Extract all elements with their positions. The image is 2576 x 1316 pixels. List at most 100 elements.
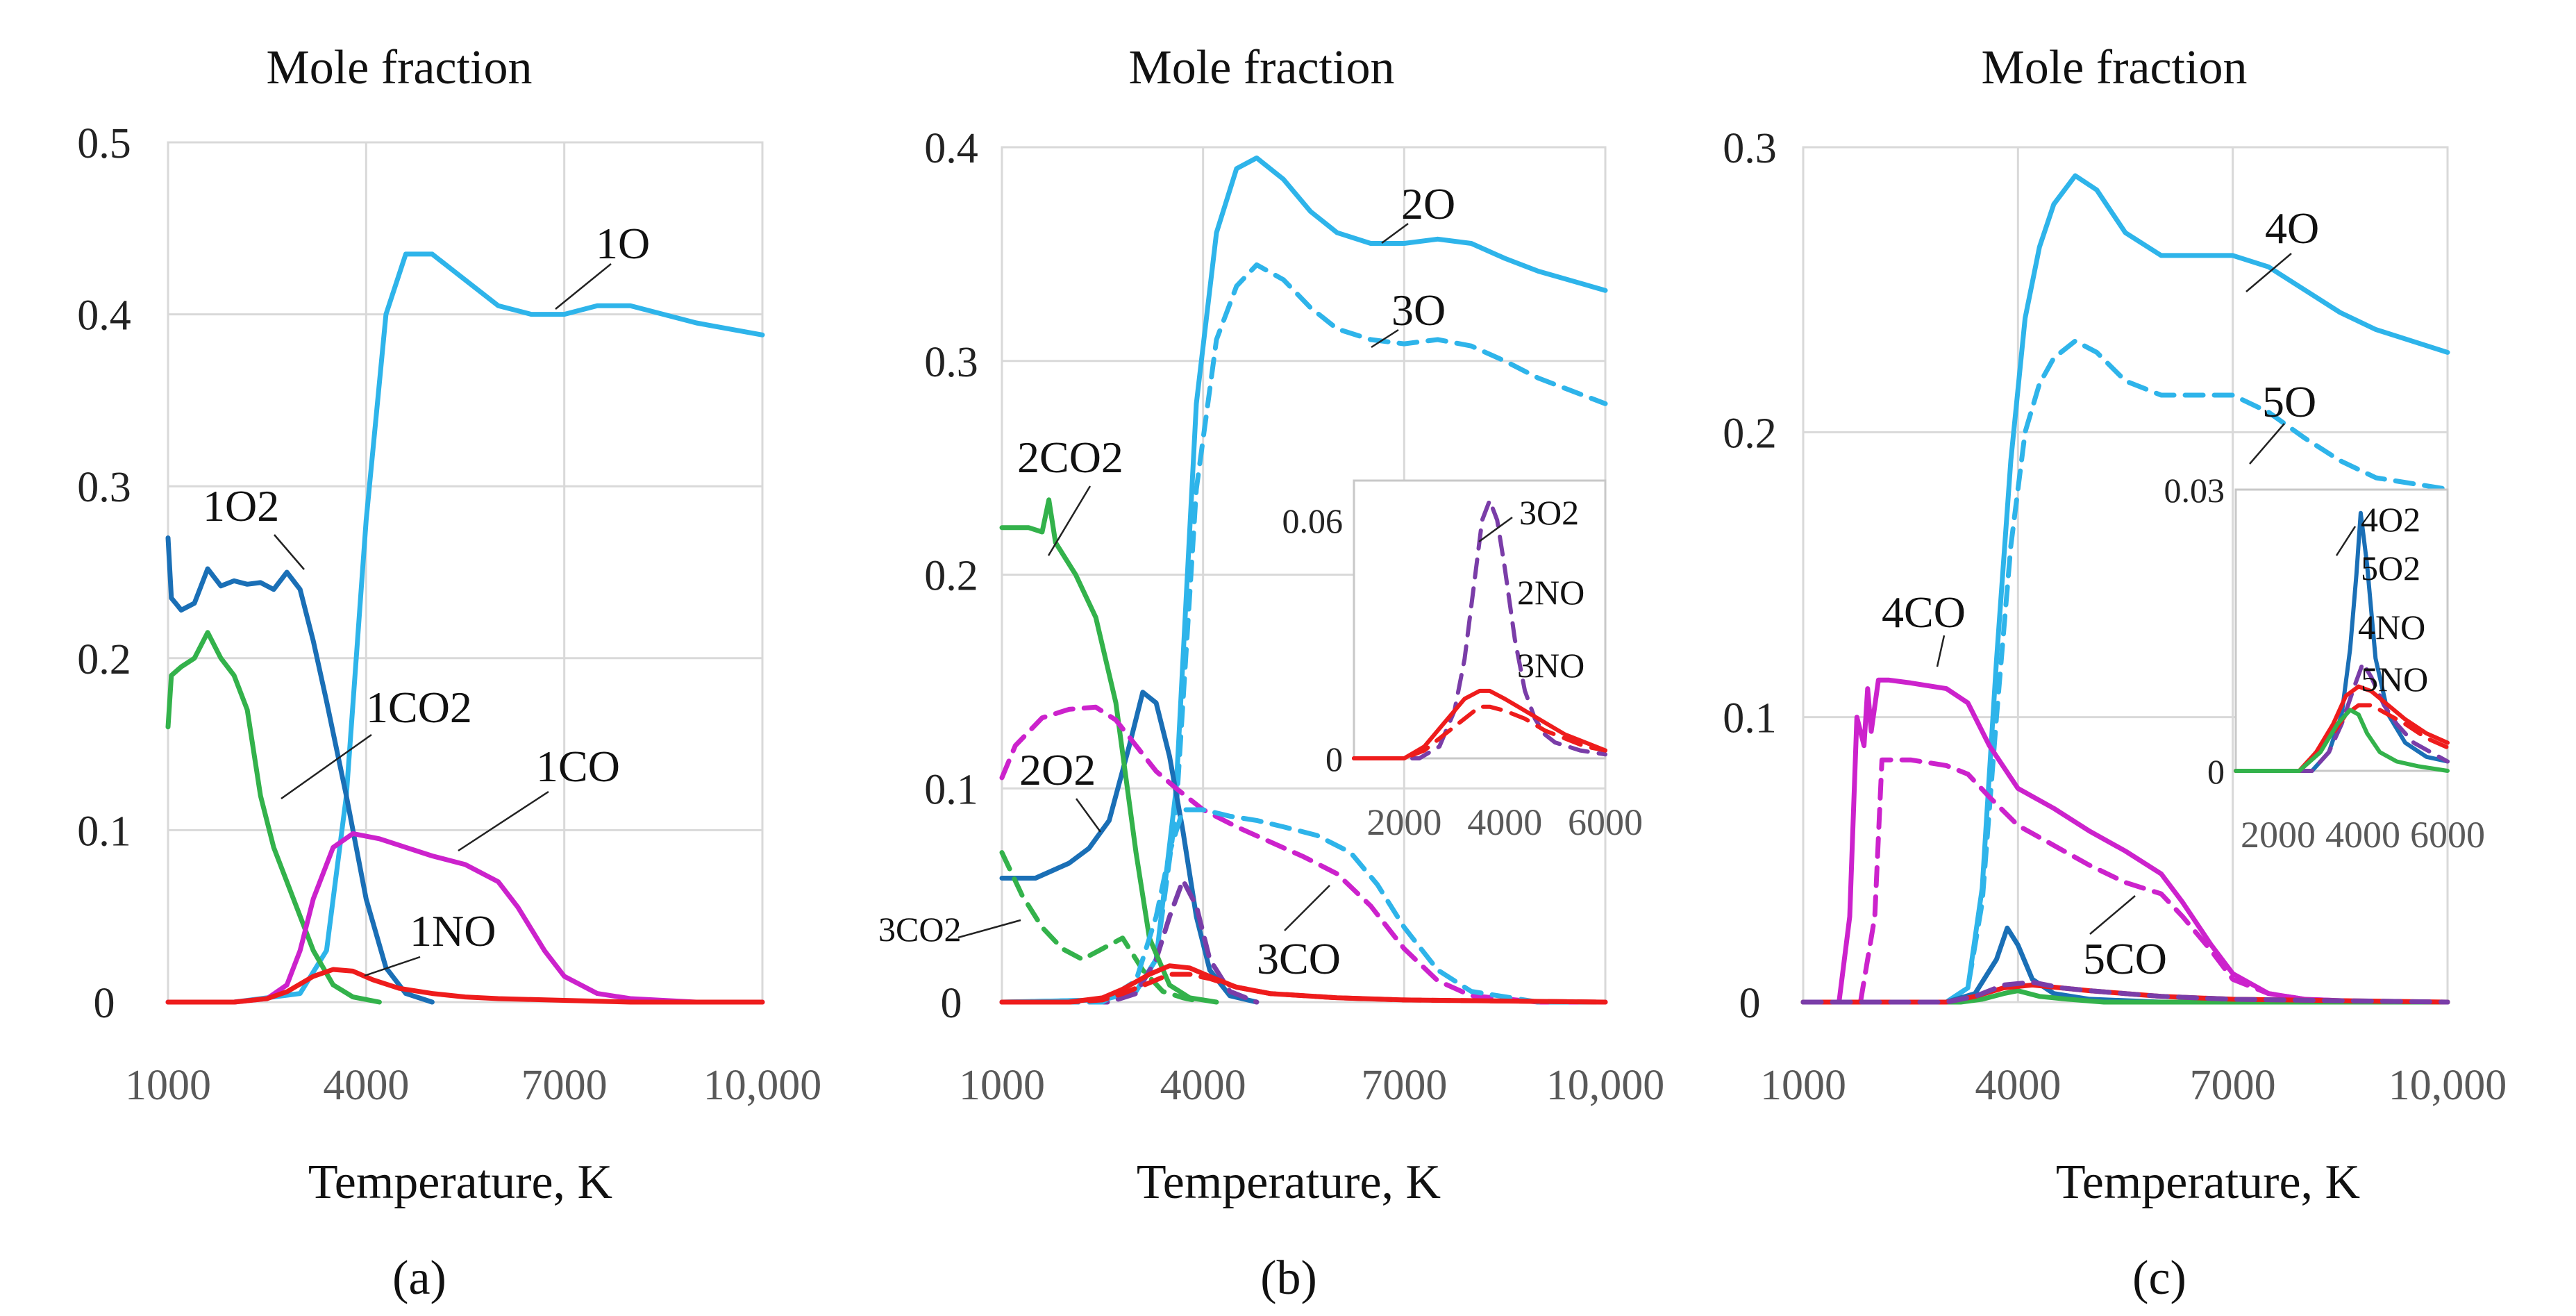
panel-c-xtick-2: 7000 — [2190, 1062, 2276, 1109]
panel-a-series-1CO2 — [165, 630, 382, 1005]
callout-1NO: 1NO — [410, 906, 496, 956]
leader-1NO — [364, 956, 421, 977]
panel-a-series — [165, 251, 765, 1005]
panel-b-ytick-1: 0.1 — [924, 766, 978, 813]
panel-b-inset-series-3NO — [1352, 704, 1607, 760]
panel-c-inset-series-4CO2 — [2234, 708, 2450, 773]
panel-a-xtick-0: 1000 — [125, 1062, 211, 1109]
panel-b-ytick-4: 0.4 — [924, 125, 978, 172]
inset-callout-3O2: 3O2 — [1519, 493, 1579, 532]
inset-callout-5O2: 5O2 — [2361, 549, 2420, 588]
callout-3CO: 3CO — [1257, 934, 1341, 983]
leader-2CO2 — [1047, 485, 1092, 556]
panel-b-inset-xtick-2: 6000 — [1568, 801, 1643, 843]
panel-a-series-1NO — [165, 967, 765, 1005]
inset-callout-5NO: 5NO — [2361, 660, 2428, 699]
leader-2O2 — [1075, 798, 1102, 833]
panel-c-ytick-3: 0.3 — [1723, 125, 1777, 172]
panel-b-series-2CO — [999, 704, 1608, 1005]
panel-a-series-1CO — [165, 831, 765, 1005]
callout-1O2: 1O2 — [203, 481, 279, 531]
panel-c-inset-leader-0 — [2335, 526, 2357, 556]
callout-5O: 5O — [2262, 377, 2316, 426]
panel-b-x-axis-label: Temperature, K — [1137, 1156, 1441, 1209]
panel-b-title: Mole fraction — [1129, 41, 1395, 94]
panel-a-ticks: 0 0.1 0.2 0.3 0.4 0.5 1000 4000 7000 10,000 — [77, 120, 821, 1109]
leader-2O — [1381, 222, 1409, 244]
leader-3CO — [1284, 885, 1330, 931]
panel-a-ytick-4: 0.4 — [77, 292, 131, 340]
panel-b-inset-leader-0 — [1478, 516, 1513, 543]
panel-a-series-1O — [165, 251, 765, 1005]
panel-c-inset-series-5NO — [2234, 703, 2450, 773]
panel-c-inset-xtick-1: 4000 — [2325, 814, 2400, 856]
callout-3O: 3O — [1391, 285, 1446, 335]
panel-a-ytick-1: 0.1 — [77, 808, 131, 855]
inset-callout-3NO: 3NO — [1517, 646, 1584, 685]
panel-a: Mole fraction 0 0.1 0.2 0.3 0.4 0.5 1000 4000 70… — [77, 41, 821, 1305]
panel-c-title: Mole fraction — [1982, 41, 2248, 94]
callout-1CO: 1CO — [536, 742, 620, 791]
panel-b-series-3CO — [999, 807, 1608, 1005]
panel-b-inset-ytick-0: 0 — [1325, 740, 1343, 778]
panel-c-ytick-1: 0.1 — [1723, 695, 1777, 742]
panel-a-series-1O2 — [165, 535, 435, 1005]
callout-4O: 4O — [2265, 203, 2319, 253]
leader-3CO2 — [957, 919, 1021, 939]
panel-b-inset-series-2NO — [1352, 688, 1607, 760]
callout-3CO2: 3CO2 — [878, 910, 961, 949]
leader-5O — [2249, 423, 2285, 465]
panel-c-inset: 0 0.03 2000 4000 6000 4O2 5O2 4NO 5NO — [2164, 471, 2486, 856]
panel-b-xtick-2: 7000 — [1361, 1062, 1447, 1109]
callout-1O: 1O — [596, 219, 650, 268]
panel-a-xtick-2: 7000 — [521, 1062, 608, 1109]
callout-2CO2: 2CO2 — [1017, 433, 1123, 482]
panel-a-title: Mole fraction — [267, 41, 533, 94]
panel-a-ytick-0: 0 — [94, 980, 115, 1027]
panel-b-inset-frame — [1353, 479, 1607, 760]
panel-a-ytick-3: 0.3 — [77, 464, 131, 511]
panel-a-label: (a) — [392, 1251, 446, 1305]
callout-1CO2: 1CO2 — [366, 683, 472, 732]
panel-b-series-2O2 — [999, 690, 1260, 1005]
panel-b-inset: 0 0.06 2000 4000 6000 3O2 2NO 3NO — [1282, 479, 1643, 843]
leader-4CO — [1936, 635, 1946, 667]
leader-1CO — [458, 790, 549, 852]
panel-b-series-3O2 — [999, 878, 1260, 1005]
panel-a-xtick-1: 4000 — [323, 1062, 409, 1109]
panel-c-label: (c) — [2132, 1251, 2186, 1305]
panel-b-series-3CO2 — [999, 850, 1206, 1005]
panel-a-ytick-2: 0.2 — [77, 636, 131, 683]
panel-c-inset-ytick-1: 0.03 — [2164, 471, 2225, 510]
panel-c-x-axis-label: Temperature, K — [2056, 1156, 2360, 1209]
panel-a-plot-frame — [167, 141, 764, 1003]
panel-b-ytick-0: 0 — [941, 980, 962, 1027]
leader-1O — [555, 263, 612, 310]
panel-b-inset-xtick-0: 2000 — [1366, 801, 1441, 843]
panel-c-series-5NO — [1800, 979, 2450, 1005]
callout-2O2: 2O2 — [1019, 745, 1096, 794]
panel-c-ytick-0: 0 — [1739, 980, 1761, 1027]
callout-2O: 2O — [1401, 179, 1455, 228]
panel-a-x-axis-label: Temperature, K — [308, 1156, 612, 1209]
panel-c-series-5CO — [1800, 757, 2450, 1005]
callout-4CO: 4CO — [1882, 588, 1966, 637]
panel-b-ytick-3: 0.3 — [924, 339, 978, 386]
panel-a-xtick-3: 10,000 — [703, 1062, 822, 1109]
panel-b-ytick-2: 0.2 — [924, 553, 978, 600]
panel-b-series — [999, 155, 1608, 1005]
panel-c-inset-xtick-2: 6000 — [2410, 814, 2485, 856]
leader-1CO2 — [281, 733, 372, 800]
panel-b-inset-series-3O2 — [1352, 498, 1607, 760]
panel-b-inset-xtick-1: 4000 — [1467, 801, 1542, 843]
panel-c: Mole fraction 0 0.1 0.2 0.3 1000 4000 7000 10,0… — [1723, 41, 2507, 1305]
inset-callout-4NO: 4NO — [2358, 608, 2425, 647]
leader-1O2 — [274, 534, 305, 570]
leader-3O — [1371, 328, 1399, 349]
panel-a-ytick-5: 0.5 — [77, 120, 131, 167]
panel-c-series-4CO — [1800, 677, 2450, 1005]
panel-b-label: (b) — [1260, 1251, 1317, 1305]
leader-4O — [2245, 253, 2292, 292]
panel-b-series-2CO2 — [999, 497, 1219, 1005]
